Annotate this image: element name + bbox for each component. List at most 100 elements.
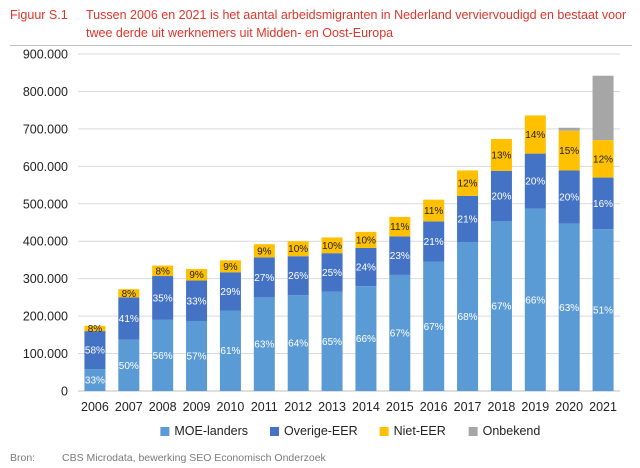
y-tick-label: 900.000 <box>23 48 68 62</box>
data-label: 33% <box>187 296 207 307</box>
data-label: 33% <box>85 376 105 387</box>
data-label: 14% <box>525 130 545 141</box>
data-label: 64% <box>288 339 308 350</box>
bar-segment <box>592 75 614 141</box>
bar-segment <box>558 223 580 391</box>
bar-segment <box>219 272 241 311</box>
data-label: 26% <box>288 271 308 282</box>
bar-segment <box>152 319 174 391</box>
data-label: 35% <box>153 293 173 304</box>
data-label: 15% <box>559 146 579 157</box>
bar-segment <box>592 229 614 391</box>
data-label: 23% <box>390 251 410 262</box>
data-label: 12% <box>458 179 478 190</box>
bar-segment <box>457 195 479 242</box>
legend-label: Onbekend <box>483 424 541 438</box>
y-tick-label: 200.000 <box>23 310 68 324</box>
data-label: 8% <box>155 266 170 277</box>
data-label: 21% <box>458 214 478 225</box>
source-label: Bron: <box>10 452 36 464</box>
bar-segment <box>152 276 174 320</box>
data-label: 66% <box>356 334 376 345</box>
bar-segment <box>558 130 580 171</box>
data-label: 65% <box>322 337 342 348</box>
data-label: 8% <box>88 324 103 335</box>
bar-segment <box>321 291 343 391</box>
bar-segment <box>355 231 377 248</box>
data-label: 11% <box>424 206 443 217</box>
bar-segment <box>253 297 275 391</box>
x-tick-label: 2010 <box>217 400 245 414</box>
x-tick-label: 2017 <box>454 400 482 414</box>
bar-segment <box>423 221 445 262</box>
bar-segment <box>524 153 546 209</box>
data-label: 20% <box>559 193 579 204</box>
data-label: 67% <box>390 328 410 339</box>
bar-segment <box>389 274 411 391</box>
data-label: 27% <box>254 273 274 284</box>
legend-label: MOE-landers <box>174 424 248 438</box>
x-tick-label: 2009 <box>183 400 211 414</box>
legend-label: Overige-EER <box>284 424 358 438</box>
x-tick-label: 2018 <box>488 400 516 414</box>
legend-swatch <box>468 427 478 436</box>
data-label: 9% <box>189 270 204 281</box>
data-label: 67% <box>491 302 511 313</box>
x-tick-label: 2013 <box>318 400 346 414</box>
x-tick-label: 2012 <box>284 400 312 414</box>
data-label: 10% <box>322 241 342 252</box>
data-label: 29% <box>220 287 240 298</box>
bar-segment <box>558 170 580 224</box>
x-tick-label: 2015 <box>386 400 414 414</box>
x-tick-label: 2006 <box>81 400 109 414</box>
y-tick-label: 500.000 <box>23 197 68 211</box>
data-label: 50% <box>119 361 139 372</box>
x-tick-label: 2016 <box>420 400 448 414</box>
y-tick-label: 100.000 <box>23 347 68 361</box>
bar-segment <box>152 265 174 277</box>
data-label: 56% <box>153 351 173 362</box>
data-label: 9% <box>257 246 272 257</box>
bar-segment <box>287 295 309 391</box>
bar-segment <box>186 280 208 321</box>
bar-segment <box>118 297 140 340</box>
bar-segment <box>186 320 208 391</box>
bar-segment <box>321 253 343 292</box>
x-tick-label: 2008 <box>149 400 177 414</box>
data-label: 11% <box>390 222 409 233</box>
data-label: 58% <box>85 346 105 357</box>
figure-title: Tussen 2006 en 2021 is het aantal arbeid… <box>86 8 627 40</box>
bar-segment <box>84 331 106 370</box>
bar-segment <box>355 247 377 287</box>
bar-segment <box>321 237 343 254</box>
data-label: 61% <box>220 346 240 357</box>
data-label: 57% <box>187 351 207 362</box>
data-label: 41% <box>119 314 139 325</box>
bar-segment <box>490 138 512 171</box>
bar-segment <box>287 256 309 296</box>
y-tick-label: 0 <box>61 385 68 399</box>
bar-segment <box>592 177 614 230</box>
bar-segment <box>118 289 140 298</box>
data-label: 10% <box>356 235 376 246</box>
x-tick-label: 2007 <box>115 400 143 414</box>
data-label: 66% <box>525 295 545 306</box>
data-label: 25% <box>322 268 342 279</box>
y-tick-label: 800.000 <box>23 85 68 99</box>
data-label: 21% <box>424 237 444 248</box>
bar-segment <box>423 199 445 222</box>
bar-segment <box>84 325 106 332</box>
bar-segment <box>219 260 241 273</box>
x-tick-label: 2011 <box>251 400 278 414</box>
bar-segment <box>457 170 479 196</box>
bar-segment <box>253 257 275 298</box>
bar-segment <box>592 140 614 178</box>
bar-segment <box>118 339 140 391</box>
x-tick-label: 2014 <box>352 400 380 414</box>
data-label: 68% <box>458 312 478 323</box>
y-tick-label: 400.000 <box>23 235 68 249</box>
y-tick-label: 300.000 <box>23 272 68 286</box>
figure-label: Figuur S.1 <box>10 8 68 22</box>
bar-segment <box>253 244 275 258</box>
data-label: 9% <box>223 262 238 273</box>
